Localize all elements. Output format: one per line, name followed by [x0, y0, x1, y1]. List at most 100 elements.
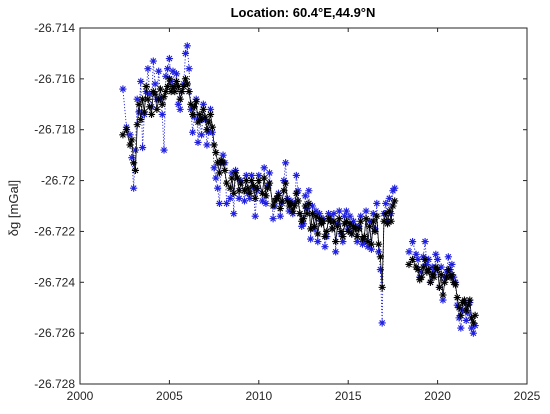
series-1-point-39 — [192, 98, 200, 106]
series-1-point-106 — [319, 217, 327, 225]
series-1-point-23 — [164, 82, 172, 91]
series-1-point-126 — [355, 225, 363, 233]
series-0-point-133 — [367, 245, 376, 253]
series-0-point-43 — [199, 100, 207, 108]
series-1-point-89 — [289, 207, 297, 215]
series-1-point-43 — [199, 105, 207, 113]
series-1-point-132 — [366, 222, 374, 230]
series-1-point-86 — [283, 197, 292, 205]
series-1-point-7 — [135, 100, 143, 108]
series-1-point-41 — [196, 110, 204, 119]
series-0-point-72 — [255, 171, 263, 180]
series-0-point-175 — [457, 324, 465, 332]
series-0-point-34 — [183, 42, 191, 50]
series-1-point-35 — [185, 87, 193, 96]
series-0-point-96 — [301, 192, 309, 200]
series-1-point-21 — [160, 93, 168, 101]
series-1-point-3 — [128, 136, 136, 144]
series-1-point-70 — [251, 194, 259, 202]
series-1-point-64 — [240, 187, 249, 195]
axes-box — [79, 27, 528, 385]
series-0-point-181 — [467, 324, 476, 332]
series-0-point-64 — [240, 197, 249, 205]
series-0-point-127 — [357, 212, 365, 220]
series-0-point-148 — [405, 248, 413, 256]
series-0-point-65 — [242, 171, 250, 180]
series-0-point-103 — [314, 238, 322, 246]
series-1-point-158 — [426, 278, 435, 286]
series-1-point-17 — [153, 105, 161, 113]
series-0-point-153 — [417, 268, 426, 276]
y-tick-label-5: -26.718 — [34, 123, 75, 137]
series-0-point-33 — [181, 49, 190, 58]
series-1-point-75 — [262, 192, 270, 200]
series-1-point-139 — [378, 283, 386, 291]
series-1-point-177 — [460, 296, 469, 304]
series-0-point-123 — [349, 217, 358, 225]
series-0-point-67 — [246, 194, 254, 202]
series-1-point-50 — [212, 149, 220, 157]
series-0-point-70 — [251, 212, 259, 220]
series-1-point-112 — [330, 217, 338, 225]
series-0-point-74 — [260, 164, 268, 172]
series-1-point-166 — [441, 278, 449, 286]
series-1-point-62 — [235, 187, 243, 195]
series-1-point-175 — [457, 311, 465, 319]
series-1-point-63 — [237, 179, 245, 187]
series-1-point-92 — [294, 197, 302, 205]
series-0-point-149 — [408, 238, 417, 246]
series-1-point-58 — [228, 174, 236, 182]
series-1-point-111 — [328, 225, 336, 233]
series-1-point-104 — [315, 215, 324, 223]
series-0-point-35 — [185, 65, 193, 73]
series-1-point-141 — [382, 210, 390, 218]
x-tick-label-2000: 2000 — [67, 389, 94, 403]
series-1-point-22 — [162, 87, 170, 96]
series-1-point-29 — [174, 82, 182, 91]
series-1-point-45 — [203, 126, 211, 134]
series-0-point-161 — [432, 250, 440, 258]
series-0-point-99 — [307, 235, 315, 243]
series-1-point-38 — [190, 103, 199, 111]
series-1-point-120 — [344, 227, 352, 236]
series-0-point-50 — [212, 174, 220, 182]
series-1-point-107 — [321, 232, 329, 241]
series-0-point-165 — [439, 296, 447, 304]
series-1-point-36 — [187, 100, 195, 108]
series-0-point-48 — [208, 128, 216, 136]
series-1-point-121 — [346, 220, 354, 228]
series-1-point-142 — [383, 220, 392, 228]
y-tick-label-1: -26.726 — [34, 326, 75, 340]
series-1-point-95 — [299, 215, 308, 223]
series-1-point-155 — [421, 255, 429, 263]
y-tick-label-4: -26.72 — [41, 174, 75, 188]
axes: 2000 2005 2010 2015 2020 2025 -26.728 -26.726 -2… — [34, 21, 540, 403]
series-1-point-119 — [342, 217, 351, 225]
series-1-point-24 — [165, 75, 173, 83]
x-tick-label-2020: 2020 — [424, 389, 451, 403]
series-1-point-4 — [130, 159, 138, 167]
series-0-point-178 — [462, 316, 470, 325]
series-0-point-23 — [164, 65, 172, 73]
series-1-point-180 — [466, 296, 474, 304]
series-0-point-3 — [128, 154, 136, 162]
series-0-point-115 — [335, 207, 343, 215]
series-1-point-133 — [367, 240, 376, 248]
series-1-point-130 — [362, 215, 370, 223]
series-1-point-18 — [155, 95, 163, 103]
series-1-point-34 — [183, 80, 191, 88]
series-1-point-28 — [172, 77, 181, 85]
series-0-point-156 — [423, 260, 431, 269]
series-1-point-172 — [451, 281, 460, 289]
plot-area — [119, 42, 479, 337]
series-0-point-15 — [149, 57, 157, 65]
series-0-point-168 — [444, 253, 452, 261]
series-1-point-164 — [437, 271, 445, 279]
series-1-point-13 — [146, 103, 154, 111]
series-0-point-134 — [369, 210, 377, 218]
series-1-point-182 — [469, 319, 477, 327]
series-1-point-37 — [189, 110, 197, 119]
series-0-point-143 — [385, 194, 393, 202]
series-1-point-60 — [231, 169, 240, 177]
series-0-point-2 — [126, 131, 134, 139]
